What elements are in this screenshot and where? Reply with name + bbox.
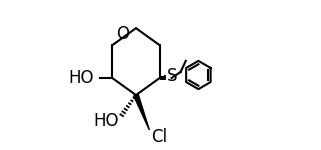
Text: HO: HO xyxy=(68,69,94,87)
Polygon shape xyxy=(134,94,149,130)
Text: Cl: Cl xyxy=(152,128,168,146)
Text: HO: HO xyxy=(93,112,119,130)
Text: S: S xyxy=(167,67,178,85)
Text: O: O xyxy=(116,25,129,43)
